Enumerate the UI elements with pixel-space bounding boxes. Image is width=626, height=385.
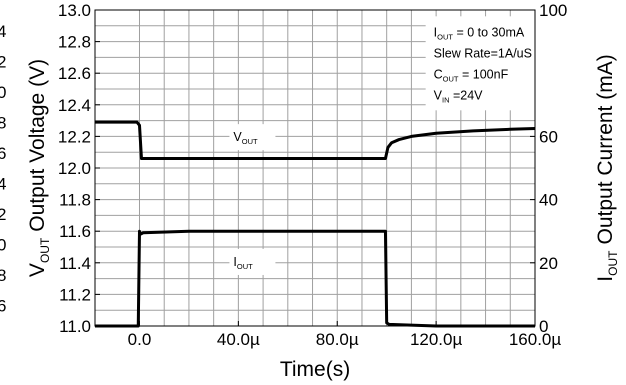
series-label-vout-bg <box>229 124 276 151</box>
x-tick-label: 40.0µ <box>217 330 260 349</box>
y-right-axis-subscript: OUT <box>606 250 620 276</box>
x-tick-label: 80.0µ <box>316 330 359 349</box>
cutoff-digit: 6 <box>0 144 6 163</box>
series-lines <box>95 120 536 328</box>
y-right-tick-label: 0 <box>539 317 548 336</box>
annotation-vin-rest: =24V <box>449 88 483 102</box>
cutoff-digit: 0 <box>0 83 6 102</box>
y-right-axis-label: IOUT Output Current (mA) <box>594 54 620 281</box>
cutoff-digit: 6 <box>0 297 6 316</box>
series-label-iout-sub: OUT <box>237 262 253 271</box>
y-left-tick-labels: 11.0 11.2 11.4 11.6 11.8 12.0 12.2 12.4 12.6 12.8… <box>58 1 100 336</box>
cutoff-digit: 0 <box>0 236 6 255</box>
x-axis-label: Time(s) <box>280 358 350 381</box>
y-right-tick-label: 20 <box>539 254 558 273</box>
y-left-tick-label: 11.8 <box>59 191 91 210</box>
annotation-iout-rest: = 0 to 30mA <box>453 25 525 39</box>
y-right-tick-label: 60 <box>539 127 558 146</box>
cutoff-digit: 2 <box>0 205 6 224</box>
annotation-vin-main: V <box>434 88 443 102</box>
series-line-vout <box>95 120 536 161</box>
axis-titles: Time(s) VOUTOutput Voltage (V) IOUTOutpu… <box>26 54 620 381</box>
y-left-axis-main: Output Voltage (V) <box>26 59 49 232</box>
y-left-axis-label: VOUT Output Voltage (V) <box>26 59 52 277</box>
y-left-tick-label: 12.6 <box>58 64 91 83</box>
annotation-vin: VIN =24V <box>434 88 484 104</box>
x-tick-label: 120.0µ <box>410 330 463 349</box>
series-label-vout-sub: OUT <box>242 137 258 146</box>
annotation-slew-rate: Slew Rate=1A/uS <box>434 46 532 60</box>
annotation-iout-sub: OUT <box>437 32 453 41</box>
annotation-iout-main: I <box>434 25 437 39</box>
annotation-cout-rest: = 100nF <box>459 67 509 81</box>
y-left-axis-subscript: OUT <box>38 237 52 263</box>
cutoff-digit: 4 <box>0 175 6 194</box>
series-label-iout: IOUT <box>233 255 253 271</box>
x-tick-labels: 0.0 40.0µ 80.0µ 120.0µ 160.0µ <box>128 321 562 349</box>
plot-frame <box>94 9 536 327</box>
x-tick-label: 160.0µ <box>509 330 562 349</box>
left-edge-cutoff-ticks: 4 2 0 8 6 4 2 0 8 6 <box>0 22 6 316</box>
y-left-tick-label: 12.8 <box>58 33 91 52</box>
x-tick-label: 0.0 <box>128 330 152 349</box>
y-left-tick-label: 12.2 <box>58 127 91 146</box>
annotation-iout: IOUT = 0 to 30mA <box>434 25 525 41</box>
series-label-iout-main: I <box>233 255 236 269</box>
y-left-tick-label: 13.0 <box>58 1 91 20</box>
series-label-iout-bg <box>229 248 276 275</box>
y-left-tick-label: 11.2 <box>59 285 91 304</box>
series-line-iout <box>95 229 535 328</box>
y-right-axis-symbol: I <box>594 276 617 282</box>
y-right-axis-main: Output Current (mA) <box>594 54 617 244</box>
y-left-tick-label: 11.4 <box>59 254 91 273</box>
annotation-cout-sub: OUT <box>443 74 459 83</box>
y-left-tick-label: 12.4 <box>58 96 91 115</box>
cutoff-digit: 4 <box>0 22 6 41</box>
annotation-bg <box>425 16 572 111</box>
y-right-tick-label: 40 <box>539 191 558 210</box>
annotation-cout-main: C <box>434 67 443 81</box>
annotation-cout: COUT = 100nF <box>434 67 509 83</box>
annotation-vin-sub: IN <box>442 95 450 104</box>
series-label-vout-main: V <box>233 130 242 144</box>
series-label-vout: VOUT <box>233 130 258 146</box>
cutoff-digit: 8 <box>0 114 6 133</box>
y-left-tick-label: 11.0 <box>59 317 91 336</box>
y-left-tick-label: 12.0 <box>58 159 91 178</box>
cutoff-digit: 8 <box>0 266 6 285</box>
y-left-tick-label: 11.6 <box>59 222 91 241</box>
cutoff-digit: 2 <box>0 53 6 72</box>
y-left-axis-symbol: V <box>26 263 49 277</box>
y-right-tick-label: 100 <box>539 1 567 20</box>
